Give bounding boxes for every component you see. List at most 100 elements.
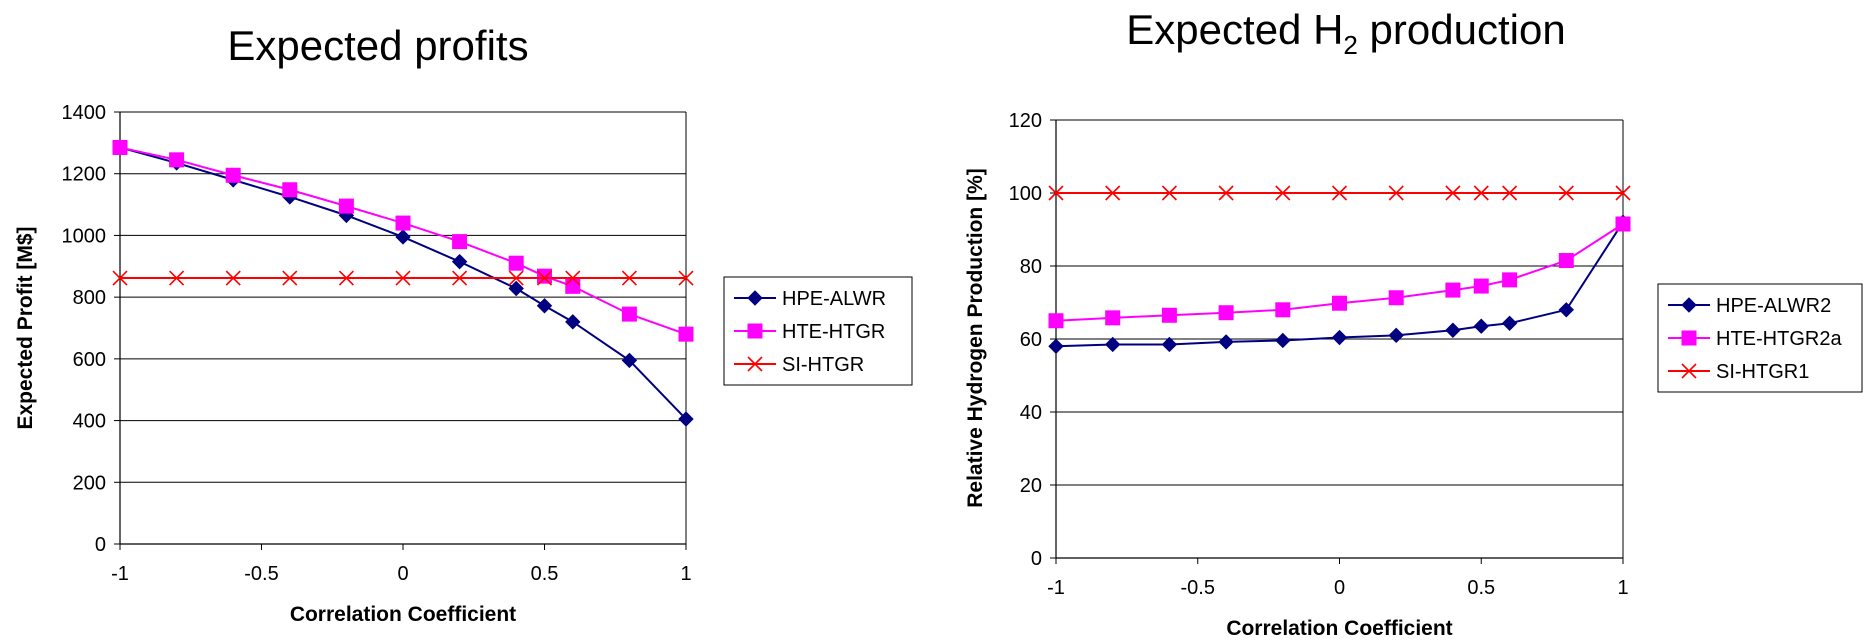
data-point bbox=[1331, 185, 1348, 201]
y-tick-label: 80 bbox=[1020, 256, 1042, 278]
data-point bbox=[395, 229, 411, 245]
data-point bbox=[536, 270, 553, 286]
legend-item: SI-HTGR1 bbox=[1668, 361, 1809, 383]
legend-marker bbox=[1681, 363, 1697, 379]
data-point bbox=[1388, 185, 1404, 201]
x-tick-label: -1 bbox=[1047, 577, 1065, 599]
legend-item: HPE-ALWR bbox=[734, 288, 886, 310]
data-point bbox=[508, 280, 524, 297]
y-tick-label: 1000 bbox=[62, 225, 107, 247]
legend-label: HPE-ALWR bbox=[782, 288, 886, 310]
chart-title: Expected H2 production bbox=[1126, 6, 1565, 60]
legend-label: HPE-ALWR2 bbox=[1716, 295, 1831, 317]
series-si-htgr bbox=[112, 270, 694, 286]
legend-label: SI-HTGR bbox=[782, 354, 864, 376]
data-point bbox=[621, 270, 637, 286]
data-point bbox=[1218, 185, 1234, 201]
data-point bbox=[395, 215, 411, 231]
data-point bbox=[1615, 185, 1631, 201]
data-point bbox=[621, 306, 637, 322]
data-point bbox=[678, 326, 694, 342]
data-point bbox=[1105, 310, 1121, 326]
data-point bbox=[1048, 185, 1064, 201]
legend-label: HTE-HTGR2a bbox=[1716, 328, 1842, 350]
x-axis-label: Correlation Coefficient bbox=[1226, 617, 1452, 640]
data-point bbox=[338, 198, 354, 214]
data-point bbox=[225, 167, 241, 183]
data-point bbox=[451, 253, 468, 270]
data-point bbox=[1332, 295, 1347, 311]
legend-marker bbox=[1681, 297, 1697, 313]
data-point bbox=[678, 270, 694, 286]
data-point bbox=[1502, 272, 1518, 288]
legend-item: HTE-HTGR2a bbox=[1668, 328, 1842, 350]
x-axis-label: Correlation Coefficient bbox=[290, 603, 516, 626]
data-point bbox=[1275, 332, 1291, 349]
legend-item: SI-HTGR bbox=[734, 354, 864, 376]
y-tick-label: 60 bbox=[1020, 329, 1042, 351]
x-tick-label: 0.5 bbox=[1467, 577, 1495, 599]
data-point bbox=[112, 139, 128, 155]
x-tick-label: -0.5 bbox=[1181, 577, 1215, 599]
x-tick-label: 0 bbox=[1334, 577, 1345, 599]
data-point bbox=[1445, 282, 1461, 298]
legend-marker bbox=[1681, 330, 1697, 346]
y-tick-label: 600 bbox=[73, 349, 106, 371]
x-tick-label: -1 bbox=[111, 563, 129, 585]
y-tick-label: 100 bbox=[1009, 183, 1042, 205]
data-point bbox=[1105, 185, 1121, 201]
hydrogen-chart: Expected H2 production 0 20 40 60 80 100 120 -1 -… bbox=[964, 6, 1863, 640]
legend: HPE-ALWR HTE-HTGR SI-HTGR bbox=[723, 276, 913, 386]
series-line bbox=[119, 146, 687, 420]
y-tick-label: 0 bbox=[95, 534, 106, 556]
data-point bbox=[508, 270, 524, 286]
y-axis-label: Expected Profit [M$] bbox=[14, 226, 37, 429]
legend-marker bbox=[747, 290, 763, 306]
series-hpe-alwr bbox=[112, 139, 694, 427]
data-point bbox=[282, 182, 298, 198]
data-point bbox=[395, 270, 411, 286]
data-point bbox=[1331, 329, 1348, 346]
data-point bbox=[225, 270, 241, 286]
data-point bbox=[338, 270, 354, 286]
legend-item: HPE-ALWR2 bbox=[1668, 295, 1831, 317]
series-line bbox=[1055, 223, 1624, 322]
y-tick-label: 400 bbox=[73, 411, 106, 433]
data-point bbox=[1558, 253, 1574, 269]
data-point bbox=[169, 152, 185, 168]
data-point bbox=[565, 270, 581, 286]
y-tick-label: 800 bbox=[73, 287, 106, 309]
data-point bbox=[1388, 290, 1404, 306]
legend-label: SI-HTGR1 bbox=[1716, 361, 1809, 383]
x-tick-label: 1 bbox=[680, 563, 691, 585]
y-axis-label: Relative Hydrogen Production [%] bbox=[964, 168, 987, 508]
data-point bbox=[452, 234, 468, 250]
series-hpe-alwr2 bbox=[1048, 214, 1631, 355]
data-point bbox=[1388, 327, 1404, 344]
data-point bbox=[169, 270, 185, 286]
data-point bbox=[1218, 334, 1234, 350]
y-tick-label: 20 bbox=[1020, 475, 1042, 497]
legend-marker bbox=[747, 356, 763, 372]
data-point bbox=[1161, 307, 1177, 323]
data-point bbox=[1445, 185, 1461, 201]
legend: HPE-ALWR2 HTE-HTGR2a SI-HTGR1 bbox=[1657, 283, 1863, 393]
data-point bbox=[1501, 315, 1518, 332]
series-hte-htgr2a bbox=[1048, 216, 1631, 329]
data-point bbox=[282, 270, 298, 286]
data-point bbox=[508, 255, 524, 271]
data-point bbox=[1473, 278, 1489, 294]
data-point bbox=[1558, 302, 1575, 318]
data-point bbox=[565, 278, 581, 294]
series-hte-htgr bbox=[112, 139, 694, 342]
data-point bbox=[1558, 185, 1574, 201]
data-point bbox=[536, 298, 553, 314]
data-point bbox=[1218, 305, 1234, 321]
x-tick-label: 1 bbox=[1617, 577, 1628, 599]
data-point bbox=[1275, 185, 1291, 201]
y-tick-label: 1400 bbox=[62, 102, 107, 124]
y-tick-label: 200 bbox=[73, 472, 106, 494]
legend-item: HTE-HTGR bbox=[734, 321, 885, 343]
data-point bbox=[112, 270, 128, 286]
